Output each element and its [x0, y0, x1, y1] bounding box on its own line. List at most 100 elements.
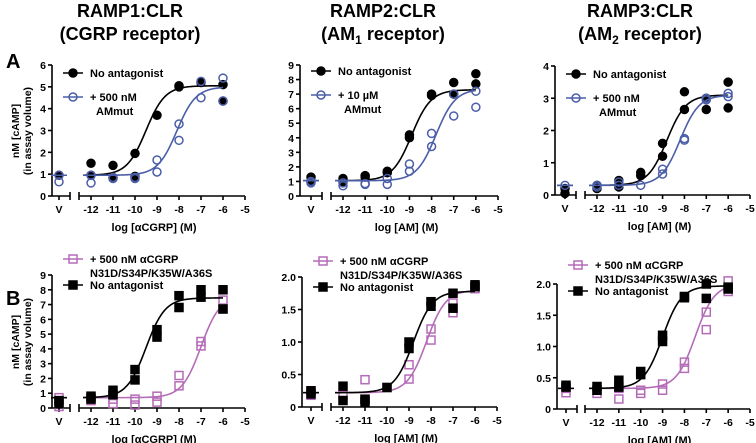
data-point	[635, 180, 646, 191]
panel-label-b: B	[6, 288, 20, 310]
x-tick-label: -11	[358, 204, 373, 216]
fit-curve	[303, 89, 476, 182]
legend-label: No antagonist	[593, 69, 667, 81]
data-point	[657, 379, 668, 389]
y-tick-label: 2	[40, 373, 46, 385]
chart-panel-6: 0 0.5 1.0 1.5 2.0 V -12 -11 -10 -9 -8 -7 -6 -5 log [AM…	[536, 260, 754, 443]
legend-marker	[318, 256, 328, 266]
y-axis-label-a-line2: (in assay volume)	[22, 87, 34, 175]
data-point	[701, 307, 712, 317]
data-point	[679, 293, 690, 303]
data-point	[657, 336, 668, 347]
data-point	[561, 382, 571, 392]
x-tick-label: -5	[240, 416, 249, 428]
data-point	[338, 178, 348, 188]
legend-marker	[573, 286, 583, 296]
x-tick-label: -5	[240, 204, 249, 216]
data-point	[382, 173, 393, 184]
data-point	[108, 160, 118, 171]
legend-marker	[68, 254, 78, 264]
data-point	[360, 397, 370, 407]
data-point	[701, 324, 712, 335]
data-point	[382, 179, 393, 190]
x-tick-label: -11	[358, 415, 373, 427]
y-tick-label: 2.0	[281, 272, 296, 284]
data-point	[218, 96, 228, 106]
y-tick-label: 6	[40, 60, 46, 72]
y-tick-label: 0	[288, 191, 294, 203]
x-tick-label: V	[562, 417, 569, 429]
data-point	[174, 135, 184, 146]
x-axis-label: log [AM] (M)	[628, 221, 692, 233]
x-tick-label: -7	[448, 415, 457, 427]
x-tick-label: -11	[612, 203, 627, 215]
data-point	[701, 104, 712, 115]
data-point	[426, 90, 437, 101]
chart-panel-5: 0 0.5 1.0 1.5 2.0 V -12 -11 -10 -9 -8 -7 -6 -5 log [AM…	[281, 256, 501, 443]
chart-panel-2: 0 1 2 3 4 5 6 7 8 9 V -12 -11 -10 -9 -8 -7 -6 -5 log [AM] (…	[288, 60, 503, 234]
x-tick-label: -11	[106, 416, 121, 428]
legend-marker	[318, 282, 328, 292]
data-point	[174, 290, 184, 301]
data-point	[614, 382, 624, 392]
x-tick-label: -7	[702, 203, 711, 215]
data-point	[360, 178, 370, 189]
legend-marker	[573, 260, 583, 270]
x-tick-label: V	[307, 415, 314, 427]
x-tick-label: -9	[405, 204, 414, 216]
data-point	[338, 395, 348, 406]
data-point	[382, 382, 392, 393]
data-point	[218, 304, 228, 314]
x-tick-label: -8	[426, 415, 435, 427]
legend-label: No antagonist	[90, 280, 164, 292]
legend-label: No antagonist	[340, 282, 414, 294]
data-point	[196, 76, 206, 87]
data-point	[723, 284, 733, 294]
data-point	[152, 155, 162, 165]
y-tick-label: 0	[543, 190, 549, 202]
x-axis-label: log [αCGRP] (M)	[112, 434, 197, 443]
y-tick-label: 1.5	[281, 305, 296, 317]
chart-panel-3: 0 1 2 3 4 V -12 -11 -10 -9 -8 -7 -6 -5 log [AM] (M) No …	[543, 61, 755, 233]
data-point	[471, 102, 481, 112]
data-point	[54, 170, 64, 181]
y-tick-label: 1.0	[281, 337, 296, 349]
y-tick-label: 1	[40, 388, 46, 400]
data-point	[426, 324, 436, 334]
data-point	[174, 80, 184, 91]
data-point	[723, 91, 733, 102]
data-point	[592, 385, 602, 395]
y-tick-label: 2	[40, 147, 46, 159]
data-point	[86, 158, 96, 168]
data-point	[448, 89, 459, 99]
x-tick-label: -12	[335, 204, 350, 216]
title-ramp2: RAMP2:CLR	[330, 1, 436, 21]
subtitle-ramp1: (CGRP receptor)	[60, 24, 201, 44]
x-tick-label: -5	[745, 203, 754, 215]
legend-marker	[68, 92, 78, 102]
y-tick-label: 0.5	[536, 373, 551, 385]
data-point	[338, 381, 348, 391]
data-point	[679, 363, 690, 374]
data-point	[723, 103, 733, 113]
data-point	[108, 172, 118, 183]
y-tick-label: 0	[40, 191, 46, 203]
data-point	[130, 400, 140, 410]
x-tick-label: -6	[471, 204, 480, 216]
data-point	[471, 68, 481, 79]
y-tick-label: 2.0	[536, 279, 551, 291]
panel-label-a: A	[6, 51, 20, 73]
y-axis-label-a-line1: nM [cAMP]	[10, 104, 22, 158]
x-tick-label: -7	[449, 204, 458, 216]
fit-curve	[51, 86, 224, 177]
y-tick-label: 4	[288, 133, 294, 145]
y-axis-label-b-line2: (in assay volume)	[22, 298, 34, 386]
data-point	[448, 303, 458, 313]
data-point	[560, 188, 570, 199]
data-point	[130, 148, 140, 159]
x-tick-label: -9	[152, 416, 161, 428]
x-tick-label: -8	[174, 416, 183, 428]
x-tick-label: -7	[702, 417, 711, 429]
data-point	[360, 374, 370, 385]
